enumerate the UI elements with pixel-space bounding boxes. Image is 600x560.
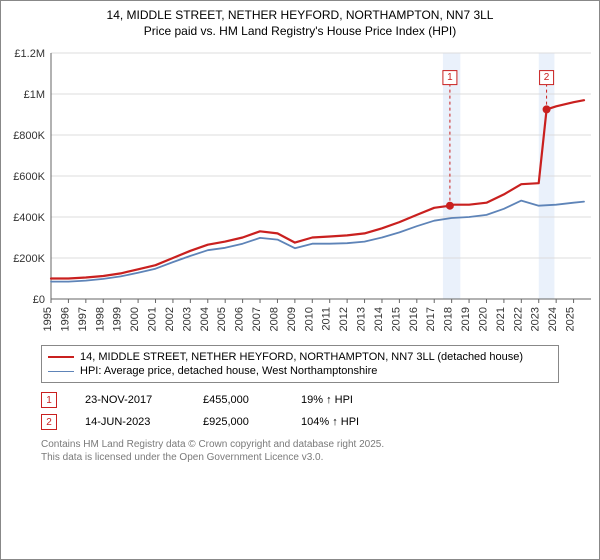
annotation-pct: 19% ↑ HPI xyxy=(301,394,411,406)
annotation-price: £455,000 xyxy=(203,394,273,406)
annotation-marker: 1 xyxy=(41,392,57,408)
svg-text:2: 2 xyxy=(544,72,550,83)
svg-text:1999: 1999 xyxy=(112,307,124,331)
annotation-price: £925,000 xyxy=(203,416,273,428)
chart-title: 14, MIDDLE STREET, NETHER HEYFORD, NORTH… xyxy=(1,1,599,41)
legend-label: 14, MIDDLE STREET, NETHER HEYFORD, NORTH… xyxy=(80,351,523,363)
svg-text:1997: 1997 xyxy=(77,307,89,331)
svg-text:2004: 2004 xyxy=(199,307,211,331)
annotation-marker: 2 xyxy=(41,414,57,430)
svg-text:2022: 2022 xyxy=(512,307,524,331)
svg-text:2007: 2007 xyxy=(251,307,263,331)
footer-line-1: Contains HM Land Registry data © Crown c… xyxy=(41,439,559,452)
annotation-table: 1 23-NOV-2017 £455,000 19% ↑ HPI 2 14-JUN-202… xyxy=(41,389,559,433)
svg-text:2003: 2003 xyxy=(181,307,193,331)
svg-text:2015: 2015 xyxy=(390,307,402,331)
title-line-1: 14, MIDDLE STREET, NETHER HEYFORD, NORTH… xyxy=(9,7,591,23)
footer-attribution: Contains HM Land Registry data © Crown c… xyxy=(41,439,559,464)
annotation-pct: 104% ↑ HPI xyxy=(301,416,411,428)
svg-text:1998: 1998 xyxy=(94,307,106,331)
svg-text:£200K: £200K xyxy=(13,253,45,265)
svg-text:2016: 2016 xyxy=(408,307,420,331)
svg-text:2008: 2008 xyxy=(268,307,280,331)
svg-text:2021: 2021 xyxy=(495,307,507,331)
svg-text:2010: 2010 xyxy=(303,307,315,331)
chart-plot-area: £0 £200K £400K £600K £800K £1M £1.2M 1995 1996 19… xyxy=(1,41,599,341)
annotation-date: 14-JUN-2023 xyxy=(85,416,175,428)
legend-swatch xyxy=(48,371,74,372)
svg-text:2023: 2023 xyxy=(530,307,542,331)
svg-text:1996: 1996 xyxy=(59,307,71,331)
svg-text:2014: 2014 xyxy=(373,307,385,331)
svg-text:2001: 2001 xyxy=(147,307,159,331)
legend-item: 14, MIDDLE STREET, NETHER HEYFORD, NORTH… xyxy=(48,350,552,364)
footer-line-2: This data is licensed under the Open Gov… xyxy=(41,452,559,465)
svg-text:£1M: £1M xyxy=(24,89,45,101)
svg-text:2009: 2009 xyxy=(286,307,298,331)
svg-text:2006: 2006 xyxy=(234,307,246,331)
svg-text:2002: 2002 xyxy=(164,307,176,331)
legend-item: HPI: Average price, detached house, West… xyxy=(48,364,552,378)
chart-frame: 14, MIDDLE STREET, NETHER HEYFORD, NORTH… xyxy=(0,0,600,560)
line-chart-svg: £0 £200K £400K £600K £800K £1M £1.2M 1995 1996 19… xyxy=(1,41,600,341)
svg-text:£1.2M: £1.2M xyxy=(14,48,45,60)
svg-text:2019: 2019 xyxy=(460,307,472,331)
svg-text:2011: 2011 xyxy=(321,307,333,331)
svg-text:2020: 2020 xyxy=(477,307,489,331)
svg-text:1995: 1995 xyxy=(42,307,54,331)
svg-text:2025: 2025 xyxy=(565,307,577,331)
svg-text:2012: 2012 xyxy=(338,307,350,331)
svg-text:1: 1 xyxy=(447,72,453,83)
svg-text:2013: 2013 xyxy=(356,307,368,331)
svg-text:£800K: £800K xyxy=(13,130,45,142)
annotation-row: 2 14-JUN-2023 £925,000 104% ↑ HPI xyxy=(41,411,559,433)
svg-text:2000: 2000 xyxy=(129,307,141,331)
svg-text:£0: £0 xyxy=(33,294,45,306)
legend: 14, MIDDLE STREET, NETHER HEYFORD, NORTH… xyxy=(41,345,559,383)
svg-text:£400K: £400K xyxy=(13,212,45,224)
svg-text:2017: 2017 xyxy=(425,307,437,331)
annotation-date: 23-NOV-2017 xyxy=(85,394,175,406)
title-line-2: Price paid vs. HM Land Registry's House … xyxy=(9,23,591,39)
legend-swatch xyxy=(48,356,74,358)
svg-text:2005: 2005 xyxy=(216,307,228,331)
svg-text:2018: 2018 xyxy=(443,307,455,331)
legend-label: HPI: Average price, detached house, West… xyxy=(80,365,377,377)
svg-text:£600K: £600K xyxy=(13,171,45,183)
annotation-row: 1 23-NOV-2017 £455,000 19% ↑ HPI xyxy=(41,389,559,411)
svg-text:2024: 2024 xyxy=(547,307,559,331)
